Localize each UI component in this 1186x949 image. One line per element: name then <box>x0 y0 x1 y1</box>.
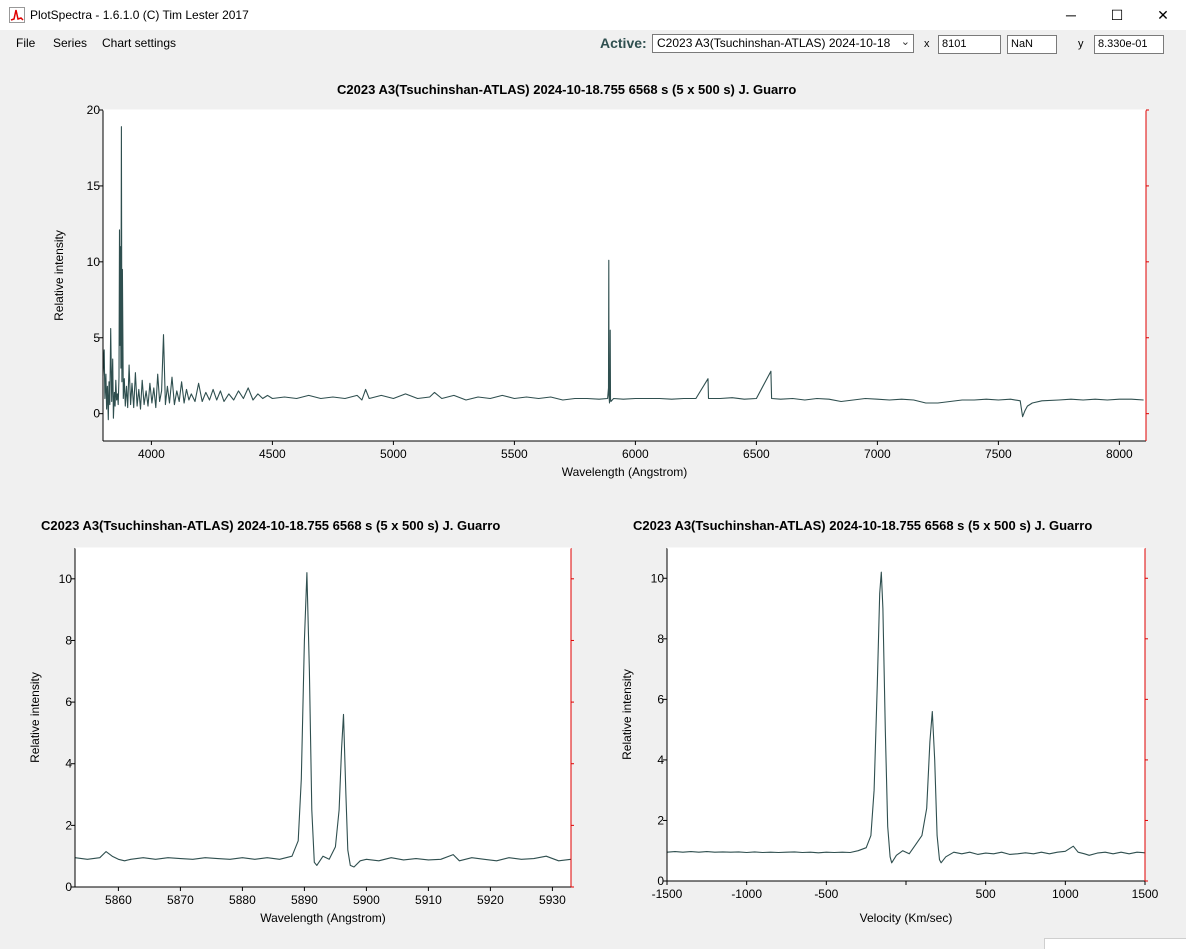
x-axis-title: Velocity (Km/sec) <box>860 911 953 925</box>
x-tick-label: -1000 <box>731 887 762 901</box>
x-tick-label: 5890 <box>291 893 318 907</box>
y-tick-label: 4 <box>657 753 664 767</box>
maximize-button[interactable]: ☐ <box>1094 0 1140 30</box>
x-tick-label: 5870 <box>167 893 194 907</box>
close-icon: ✕ <box>1157 6 1169 23</box>
x-axis-title: Wavelength (Angstrom) <box>562 465 688 479</box>
x-tick-label: 5930 <box>539 893 566 907</box>
active-series-select[interactable]: C2023 A3(Tsuchinshan-ATLAS) 2024-10-18 ⌄ <box>652 34 914 53</box>
plot-area <box>75 548 571 887</box>
series-line <box>666 571 1146 864</box>
y-tick-label: 4 <box>65 757 72 771</box>
y-tick-label: 20 <box>87 103 101 117</box>
y-label: y <box>1078 38 1084 50</box>
plot-area <box>667 548 1145 881</box>
x-tick-label: 5920 <box>477 893 504 907</box>
chart-title-main: C2023 A3(Tsuchinshan-ATLAS) 2024-10-18.7… <box>337 82 797 97</box>
y-tick-label: 0 <box>65 880 72 894</box>
y-axis-title: Relative intensity <box>620 669 634 760</box>
spectrum-chart-velocity[interactable]: -1500 -1000 -500 500 1000 1500 0 2 4 6 8 10 Velocity… <box>593 540 1186 938</box>
y-tick-label: 8 <box>657 632 664 646</box>
maximize-icon: ☐ <box>1110 6 1124 23</box>
y-axis-title: Relative intensity <box>52 230 66 321</box>
hidden-panel-tab <box>1044 938 1186 949</box>
y-tick-label: 15 <box>87 179 101 193</box>
x-tick-label: 5900 <box>353 893 380 907</box>
y-tick-label: 6 <box>657 692 664 706</box>
minimize-icon: ─ <box>1066 7 1076 23</box>
y-value-field[interactable]: 8.330e-01 <box>1094 35 1164 54</box>
x-tick-label: -500 <box>814 887 838 901</box>
x-tick-label: 8000 <box>1106 447 1133 461</box>
x-tick-label: 5880 <box>229 893 256 907</box>
x-value-field[interactable]: 8101 <box>938 35 1001 54</box>
x-tick-label: 6500 <box>743 447 770 461</box>
x-tick-label: 4500 <box>259 447 286 461</box>
y-tick-label: 10 <box>87 255 101 269</box>
plot-area <box>103 110 1146 441</box>
active-series-value: C2023 A3(Tsuchinshan-ATLAS) 2024-10-18 <box>657 36 891 50</box>
close-button[interactable]: ✕ <box>1140 0 1186 30</box>
chart-title-zoom: C2023 A3(Tsuchinshan-ATLAS) 2024-10-18.7… <box>41 518 501 533</box>
y-axis-title: Relative intensity <box>28 672 42 763</box>
series-line <box>102 126 1144 421</box>
chart-title-velocity: C2023 A3(Tsuchinshan-ATLAS) 2024-10-18.7… <box>633 518 1093 533</box>
spectrum-chart-sodium-zoom[interactable]: 5860 5870 5880 5890 5900 5910 5920 5930 0 2 4 6 8 10 W… <box>0 540 593 938</box>
series-line <box>74 572 572 868</box>
y-tick-label: 10 <box>651 571 665 585</box>
y-tick-label: 8 <box>65 633 72 647</box>
chevron-down-icon: ⌄ <box>900 36 910 48</box>
spectrum-chart-full[interactable]: 4000 4500 5000 5500 6000 6500 7000 7500 8000 0 5 10… <box>0 95 1186 495</box>
menu-file[interactable]: File <box>16 36 36 50</box>
x-axis-title: Wavelength (Angstrom) <box>260 911 386 925</box>
x2-value-field[interactable]: NaN <box>1007 35 1057 54</box>
x-label: x <box>924 38 930 50</box>
y-tick-label: 10 <box>59 572 73 586</box>
y-tick-label: 0 <box>93 407 100 421</box>
x-tick-label: 5860 <box>105 893 132 907</box>
title-bar: PlotSpectra - 1.6.1.0 (C) Tim Lester 201… <box>0 0 1186 30</box>
y-tick-label: 2 <box>65 818 72 832</box>
minimize-button[interactable]: ─ <box>1048 0 1094 30</box>
menu-chart-settings[interactable]: Chart settings <box>102 36 177 50</box>
app-spectrum-icon <box>9 7 25 23</box>
x-tick-label: 6000 <box>622 447 649 461</box>
y-tick-label: 2 <box>657 813 664 827</box>
x-tick-label: 5500 <box>501 447 528 461</box>
x-tick-label: 4000 <box>138 447 165 461</box>
x-tick-label: 7500 <box>985 447 1012 461</box>
x-tick-label: 500 <box>976 887 996 901</box>
active-label: Active: <box>600 35 647 51</box>
menu-series[interactable]: Series <box>53 36 88 50</box>
y-tick-label: 6 <box>65 695 72 709</box>
menu-bar: File Series Chart settings <box>0 30 1186 58</box>
x-tick-label: -1500 <box>652 887 683 901</box>
x-tick-label: 5000 <box>380 447 407 461</box>
x-tick-label: 1500 <box>1132 887 1159 901</box>
x-tick-label: 7000 <box>864 447 891 461</box>
x-tick-label: 1000 <box>1052 887 1079 901</box>
window-title: PlotSpectra - 1.6.1.0 (C) Tim Lester 201… <box>30 8 249 22</box>
y-tick-label: 0 <box>657 874 664 888</box>
x-tick-label: 5910 <box>415 893 442 907</box>
y-tick-label: 5 <box>93 331 100 345</box>
